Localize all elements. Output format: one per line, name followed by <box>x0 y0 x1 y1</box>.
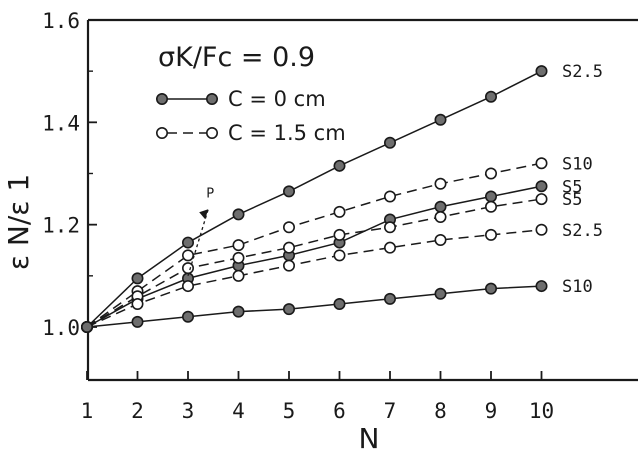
series-label: S5 <box>562 190 582 210</box>
filled-marker <box>282 185 295 198</box>
filled-marker <box>383 136 396 149</box>
y-tick-label: 1.2 <box>42 214 80 238</box>
open-marker <box>535 223 548 236</box>
filled-marker <box>182 310 195 323</box>
x-tick-label: 6 <box>333 399 346 423</box>
open-marker <box>333 205 346 218</box>
open-marker <box>434 177 447 190</box>
open-marker <box>535 157 548 170</box>
x-tick-label: 7 <box>384 399 397 423</box>
filled-marker <box>182 236 195 249</box>
x-tick-label: 3 <box>182 399 195 423</box>
filled-marker <box>434 200 447 213</box>
open-marker <box>232 239 245 252</box>
filled-marker <box>333 159 346 172</box>
filled-marker <box>282 303 295 316</box>
filled-marker <box>81 320 94 333</box>
open-marker <box>383 221 396 234</box>
x-tick-label: 4 <box>232 399 245 423</box>
series-line <box>86 70 542 328</box>
y-tick-label: 1.6 <box>42 9 80 33</box>
legend-marker-open <box>206 127 219 140</box>
legend-label-dashed: C = 1.5 cm <box>228 121 346 145</box>
legend-title: σK/Fc = 0.9 <box>158 42 315 73</box>
open-marker <box>383 190 396 203</box>
y-tick-label: 1.4 <box>42 111 80 135</box>
x-tick-label: 2 <box>131 399 144 423</box>
filled-marker <box>484 90 497 103</box>
open-marker <box>484 228 497 241</box>
filled-marker <box>434 287 447 300</box>
open-marker <box>182 280 195 293</box>
open-marker <box>232 269 245 282</box>
filled-marker <box>535 180 548 193</box>
x-tick-label: 5 <box>283 399 296 423</box>
annotation-arrow-head <box>199 209 209 220</box>
open-marker <box>535 193 548 206</box>
open-marker <box>333 249 346 262</box>
x-tick-label: 10 <box>529 399 554 423</box>
filled-marker <box>535 280 548 293</box>
open-marker <box>282 221 295 234</box>
filled-marker <box>383 292 396 305</box>
open-marker <box>333 228 346 241</box>
filled-marker <box>131 315 144 328</box>
series-line <box>86 198 542 328</box>
filled-marker <box>232 305 245 318</box>
x-tick-label: 9 <box>485 399 498 423</box>
series-label: S2.5 <box>562 221 603 241</box>
filled-marker <box>131 272 144 285</box>
legend-marker-filled <box>206 93 219 106</box>
filled-marker <box>232 208 245 221</box>
filled-marker <box>535 65 548 78</box>
x-tick-label: 1 <box>81 399 94 423</box>
open-marker <box>282 259 295 272</box>
series-layer <box>81 65 548 333</box>
axes: 1.0 1.2 1.4 1.6 1 2 3 4 5 6 7 8 9 10 <box>42 9 638 423</box>
open-marker <box>182 249 195 262</box>
series-label: S10 <box>562 154 593 174</box>
open-marker <box>182 262 195 275</box>
filled-marker <box>484 282 497 295</box>
series-line <box>86 185 542 328</box>
legend-marker-open <box>156 127 169 140</box>
open-marker <box>282 241 295 254</box>
series-line <box>86 162 542 328</box>
series-label: S2.5 <box>562 62 603 82</box>
filled-marker <box>434 113 447 126</box>
series-line <box>86 229 542 328</box>
legend: σK/Fc = 0.9 C = 0 cm C = 1.5 cm <box>156 42 346 145</box>
filled-marker <box>484 190 497 203</box>
x-axis-title: N <box>359 422 380 455</box>
open-marker <box>232 251 245 264</box>
legend-label-solid: C = 0 cm <box>228 87 326 111</box>
legend-marker-filled <box>156 93 169 106</box>
open-marker <box>434 210 447 223</box>
open-marker <box>484 200 497 213</box>
y-tick-label: 1.0 <box>42 316 80 340</box>
annotation-label: P <box>206 186 214 201</box>
series-label: S5 <box>562 177 582 197</box>
series-label: S10 <box>562 277 593 297</box>
open-marker <box>484 167 497 180</box>
open-marker <box>131 297 144 310</box>
filled-marker <box>333 297 346 310</box>
open-marker <box>434 234 447 247</box>
y-axis-title: ε N/ε 1 <box>2 174 35 270</box>
series-line <box>86 285 542 328</box>
open-marker <box>383 241 396 254</box>
x-tick-label: 8 <box>434 399 447 423</box>
